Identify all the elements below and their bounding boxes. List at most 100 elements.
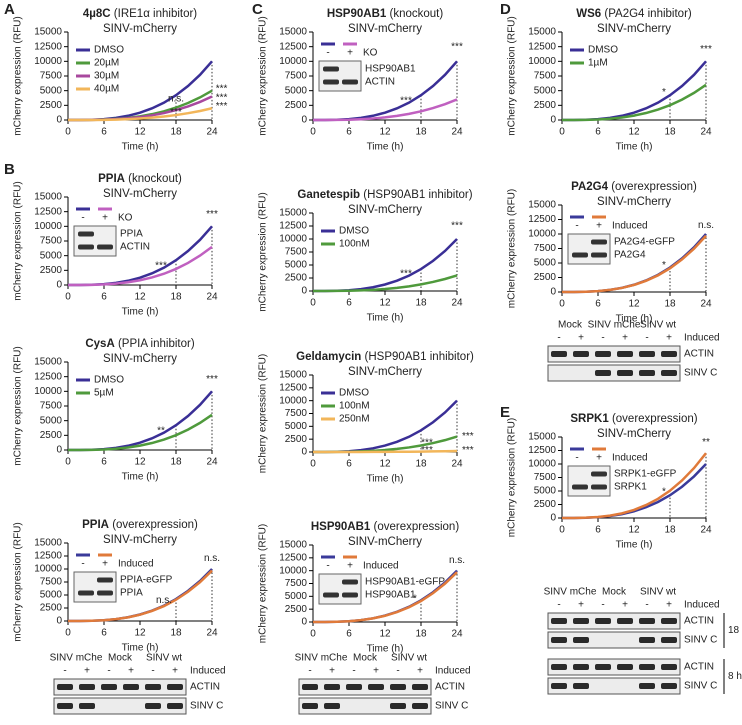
x-axis-label: Time (h) [616,540,653,551]
chart-subtitle: SINV-mCherry [103,534,177,546]
inset-band [78,590,94,596]
x-tick-label: 24 [206,628,218,639]
annotation: n.s. [156,595,172,606]
blot-band [167,703,183,709]
chart-title: CysA (PPIA inhibitor) [85,338,194,350]
inset-sign: + [596,453,602,464]
y-tick-label: 7500 [40,401,63,412]
blot-band [123,684,139,690]
inset-label: KO [363,48,378,59]
inset-blot [567,233,611,265]
legend-label: DMSO [94,45,124,56]
y-tick-label: 10000 [34,221,62,232]
y-tick-label: 0 [550,513,556,524]
blot-group: SINV mChe [588,320,641,331]
x-tick-label: 18 [415,459,427,470]
title-note: (knockout) [128,173,182,185]
blot-band [551,664,567,670]
blot-band [661,351,677,357]
legend-label: 100nM [339,401,370,412]
blot-band [79,684,95,690]
legend-label: DMSO [94,375,124,386]
series-line [68,107,213,122]
y-tick-label: 12500 [34,41,62,52]
blot-sign: - [396,666,399,677]
series-line [313,98,458,122]
blot-band-label: SINV C [435,701,468,712]
x-tick-label: 12 [134,292,146,303]
y-tick-label: 5000 [40,250,63,261]
annotation: *** [170,107,182,118]
inset-band-label: HSP90AB1 [365,590,416,601]
blot-band [617,618,633,624]
x-tick-label: 0 [559,299,565,310]
x-tick-label: 24 [206,292,218,303]
inset-band-label: PA2G4 [614,250,646,261]
blot-group: SINV wt [640,320,676,331]
y-tick-label: 7500 [285,71,308,82]
y-tick-label: 15000 [34,538,62,549]
y-tick-label: 5000 [40,590,63,601]
inset-band-label: PPIA-eGFP [120,575,173,586]
y-tick-label: 0 [56,280,62,291]
x-tick-label: 24 [700,127,712,138]
inset-label: Induced [118,559,154,570]
y-tick-label: 7500 [285,247,308,258]
blot-band [639,683,655,689]
blot-sign: + [578,333,584,344]
x-tick-label: 12 [628,525,640,536]
inset-blot [73,225,117,257]
legend-label: 30µM [94,71,119,82]
x-axis-label: Time (h) [616,142,653,153]
inset-band-label: ACTIN [365,77,395,88]
blot-band-label: ACTIN [684,616,714,627]
annotation: * [413,594,417,605]
inset-sign: - [81,213,84,224]
x-axis-label: Time (h) [367,474,404,485]
blot-sign: + [666,333,672,344]
y-tick-label: 0 [301,115,307,126]
y-tick-label: 7500 [40,577,63,588]
x-axis-label: Time (h) [122,307,159,318]
chart-subtitle: SINV-mCherry [348,204,422,216]
legend-label: 100nM [339,239,370,250]
blot-strip [547,612,681,630]
blot-band [595,664,611,670]
y-tick-label: 10000 [279,234,307,245]
y-tick-label: 12500 [528,445,556,456]
blot-group: SINV mChe [544,587,597,598]
y-axis-label: mCherry expression (RFU) [13,522,24,641]
blot-sign: - [601,333,604,344]
title-main: WS6 [576,8,601,20]
y-tick-label: 10000 [528,56,556,67]
legend-label: 20µM [94,58,119,69]
title-main: CysA [85,338,114,350]
blot-strip [547,658,681,676]
y-tick-label: 0 [56,616,62,627]
x-tick-label: 12 [134,628,146,639]
y-tick-label: 2500 [534,100,557,111]
x-tick-label: 0 [310,629,316,640]
inset-band [342,579,358,585]
blot-label: Induced [190,666,226,677]
blot-band [412,684,428,690]
blot-group: SINV wt [640,587,676,598]
legend-label: 250nM [339,414,370,425]
blot-sign: - [151,666,154,677]
blot-sign: - [601,600,604,611]
blot-sign: - [107,666,110,677]
blot-strip [547,364,681,382]
blot-band [302,703,318,709]
blot-band [639,351,655,357]
series-line [313,274,458,293]
blot-sign: + [84,666,90,677]
chart-title: Geldamycin (HSP90AB1 inhibitor) [296,351,474,363]
y-tick-label: 2500 [534,499,557,510]
x-tick-label: 6 [595,525,601,536]
title-main: PPIA [98,173,125,185]
x-tick-label: 24 [206,127,218,138]
x-tick-label: 6 [101,457,107,468]
inset-band [323,66,339,72]
y-axis-label: mCherry expression (RFU) [13,181,24,300]
y-axis-label: mCherry expression (RFU) [13,16,24,135]
